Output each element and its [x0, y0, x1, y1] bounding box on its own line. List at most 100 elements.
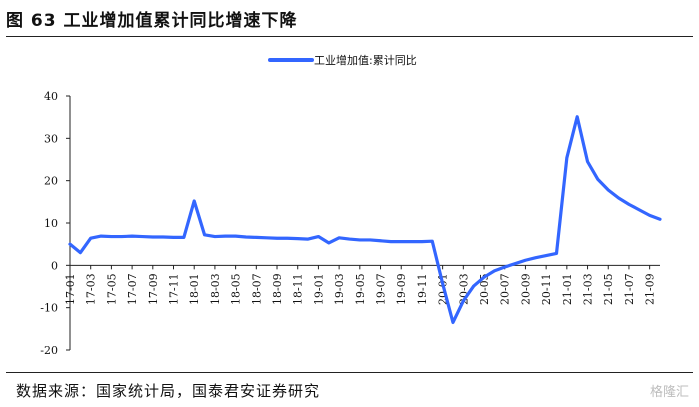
data-point [555, 252, 558, 255]
data-point [317, 235, 320, 238]
x-tick-label: 17-03 [85, 273, 98, 305]
x-tick-label: 18-05 [230, 273, 243, 305]
data-point [441, 282, 444, 285]
axes [66, 95, 660, 351]
source-note: 数据来源：国家统计局，国泰君安证券研究 [16, 382, 321, 400]
y-tick-label: 10 [44, 217, 58, 230]
data-point [265, 236, 268, 240]
data-point [296, 237, 299, 240]
data-point [472, 284, 475, 288]
data-point [224, 234, 227, 238]
y-tick-label: 0 [51, 259, 58, 272]
data-point [524, 259, 527, 262]
watermark: 格隆汇 [649, 385, 689, 400]
data-point [89, 237, 92, 240]
legend-label: 工业增加值:累计同比 [314, 53, 417, 67]
data-point [193, 199, 196, 203]
data-point [627, 203, 631, 206]
x-tick-label: 17-01 [64, 273, 77, 305]
bottom-rule [6, 372, 693, 373]
data-point [389, 240, 393, 243]
y-tick-label: 30 [44, 132, 58, 145]
x-tick-labels: 17-01 17-03 17-05 17-07 17-09 17-11 18-01 18-03… [64, 273, 657, 305]
x-tick-label: 20-07 [499, 273, 512, 305]
x-tick-label: 17-09 [147, 273, 160, 305]
data-point [99, 234, 103, 238]
x-tick-label: 21-09 [644, 273, 657, 305]
x-tick-label: 19-01 [312, 273, 325, 305]
data-point [275, 237, 279, 240]
x-tick-label: 19-11 [416, 273, 429, 305]
data-point [575, 115, 579, 118]
data-point [358, 238, 362, 242]
x-tick-label: 18-03 [209, 273, 222, 305]
x-tick-label: 19-03 [333, 273, 346, 305]
x-tick-label: 18-11 [292, 273, 305, 305]
x-tick-label: 18-07 [250, 273, 263, 305]
figure-title: 图 63 工业增加值累计同比增速下降 [6, 11, 298, 31]
data-point [638, 208, 641, 212]
data-point [493, 269, 496, 273]
data-point [503, 265, 506, 269]
data-point [151, 235, 155, 239]
data-point [234, 234, 237, 238]
data-point [565, 156, 569, 160]
x-tick-label: 17-11 [168, 273, 181, 305]
data-point [244, 235, 248, 239]
data-point [79, 251, 82, 254]
x-tick-label: 19-05 [354, 273, 367, 305]
data-point [213, 235, 217, 238]
data-point [534, 256, 537, 259]
x-tick-label: 20-09 [519, 273, 532, 305]
data-point [348, 237, 351, 241]
data-point [544, 254, 548, 257]
data-point [68, 242, 72, 246]
data-point [255, 236, 258, 239]
data-point [431, 240, 434, 243]
data-point [337, 236, 341, 240]
data-point [596, 178, 600, 181]
data-point [617, 196, 620, 200]
data-point [420, 240, 424, 243]
x-tick-label: 19-07 [375, 273, 388, 305]
data-point [161, 235, 165, 239]
y-tick-label: 40 [44, 90, 58, 103]
top-rule [6, 36, 693, 37]
data-point [286, 237, 289, 240]
series-line [68, 115, 662, 325]
data-point [410, 240, 413, 243]
x-tick-label: 20-11 [540, 273, 553, 305]
y-tick-label: 20 [44, 175, 58, 188]
data-point [586, 160, 589, 163]
data-point [451, 321, 455, 324]
data-point [368, 238, 372, 242]
y-tick-label: -20 [40, 344, 58, 357]
x-tick-label: 21-05 [602, 273, 615, 305]
x-tick-label: 18-09 [271, 273, 284, 305]
data-point [120, 235, 123, 238]
data-point [203, 233, 206, 237]
y-tick-label: -10 [40, 302, 58, 315]
data-point [182, 236, 186, 239]
x-tick-label: 21-01 [561, 273, 574, 305]
series-layer [68, 115, 662, 325]
legend: 工业增加值:累计同比 [268, 53, 417, 67]
data-point [172, 236, 175, 239]
x-tick-label: 17-05 [105, 273, 118, 305]
x-tick-label: 17-07 [126, 273, 139, 305]
data-point [306, 237, 310, 241]
data-point [482, 275, 486, 279]
y-tick-labels: -20 -10 0 10 20 30 40 [40, 90, 58, 357]
data-point [141, 235, 144, 238]
data-point [379, 239, 382, 242]
data-point [513, 262, 517, 265]
data-point [462, 299, 465, 303]
data-point [648, 214, 651, 217]
data-point [327, 241, 330, 245]
x-tick-label: 18-01 [188, 273, 201, 305]
x-tick-label: 21-03 [582, 273, 595, 305]
data-point [130, 234, 134, 238]
data-point [607, 188, 610, 192]
data-point [110, 235, 113, 238]
